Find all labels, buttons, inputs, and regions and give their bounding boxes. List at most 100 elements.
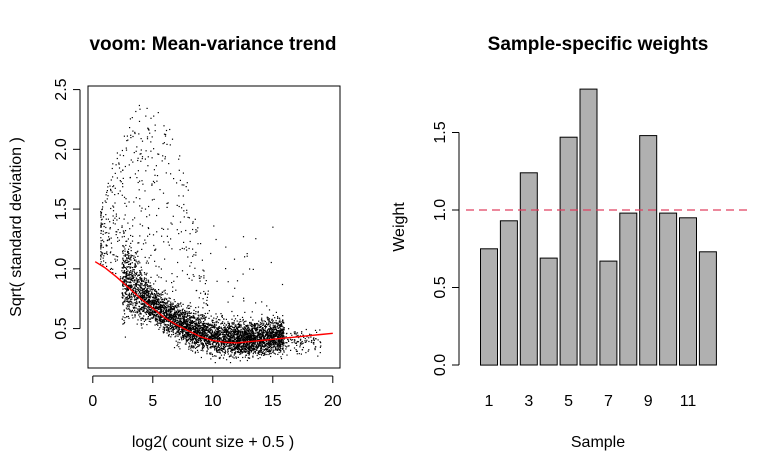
scatter-point <box>124 279 126 281</box>
scatter-point <box>156 291 158 293</box>
scatter-point <box>144 297 146 299</box>
scatter-point <box>159 321 161 323</box>
scatter-point <box>134 280 136 282</box>
scatter-point <box>254 351 256 353</box>
scatter-point <box>153 315 155 317</box>
scatter-point <box>213 317 215 319</box>
scatter-point <box>158 319 160 321</box>
scatter-point <box>226 331 228 333</box>
scatter-point <box>280 334 282 336</box>
scatter-point <box>131 311 133 313</box>
scatter-point <box>205 344 207 346</box>
scatter-point <box>233 333 235 335</box>
scatter-point <box>257 347 259 349</box>
scatter-point <box>192 315 194 317</box>
scatter-point <box>280 323 282 325</box>
scatter-point <box>152 288 154 291</box>
scatter-point <box>178 324 180 326</box>
scatter-point <box>187 318 189 320</box>
scatter-point <box>261 339 263 341</box>
scatter-point <box>155 290 157 292</box>
scatter-point <box>185 316 187 318</box>
scatter-point <box>167 316 169 318</box>
scatter-point <box>272 350 274 352</box>
scatter-point <box>153 294 155 296</box>
scatter-point <box>155 296 157 298</box>
scatter-point <box>143 304 145 306</box>
scatter-point <box>155 306 157 308</box>
scatter-point <box>100 237 102 239</box>
scatter-point <box>308 337 310 339</box>
scatter-point <box>170 311 172 313</box>
scatter-point <box>194 338 196 340</box>
scatter-point <box>221 328 223 330</box>
scatter-point <box>204 283 206 285</box>
scatter-point <box>131 292 133 294</box>
scatter-point <box>206 345 208 347</box>
scatter-point <box>195 317 197 319</box>
scatter-point <box>138 314 140 316</box>
scatter-point <box>266 322 268 324</box>
scatter-point <box>127 251 129 254</box>
scatter-point <box>166 293 168 295</box>
scatter-point <box>158 303 160 305</box>
scatter-point <box>280 340 282 342</box>
scatter-point <box>279 343 282 345</box>
scatter-point <box>277 322 279 324</box>
scatter-point <box>207 331 209 333</box>
scatter-point <box>276 326 278 328</box>
scatter-point <box>120 171 122 173</box>
scatter-point <box>272 332 274 334</box>
scatter-point <box>221 347 223 350</box>
scatter-point <box>213 337 215 339</box>
scatter-point <box>168 331 170 333</box>
scatter-point <box>219 334 221 336</box>
scatter-point <box>117 229 119 231</box>
scatter-point <box>235 340 237 342</box>
scatter-point <box>215 347 217 349</box>
scatter-point <box>147 296 150 298</box>
scatter-point <box>130 284 132 286</box>
scatter-point <box>196 341 199 343</box>
scatter-point <box>186 328 189 330</box>
scatter-point <box>145 284 147 286</box>
scatter-point <box>231 343 233 345</box>
scatter-point <box>141 297 143 299</box>
scatter-point <box>204 328 206 330</box>
scatter-point <box>123 285 125 287</box>
scatter-point <box>145 242 147 244</box>
scatter-point <box>122 266 125 268</box>
scatter-point <box>192 327 194 329</box>
scatter-point <box>173 307 175 309</box>
scatter-point <box>154 294 156 296</box>
scatter-point <box>207 330 209 332</box>
scatter-point <box>194 352 196 354</box>
scatter-point <box>121 318 123 320</box>
scatter-point <box>275 328 277 330</box>
scatter-point <box>168 306 170 308</box>
scatter-point <box>192 350 194 352</box>
scatter-point <box>228 327 230 329</box>
scatter-point <box>145 150 147 152</box>
scatter-point <box>263 342 265 344</box>
scatter-point <box>151 291 153 293</box>
scatter-point <box>201 343 204 345</box>
scatter-point <box>203 270 205 272</box>
scatter-point <box>263 340 265 342</box>
scatter-point <box>216 328 219 330</box>
scatter-point <box>250 346 252 348</box>
scatter-point <box>171 309 174 311</box>
scatter-point <box>142 317 144 319</box>
scatter-point <box>186 324 188 326</box>
scatter-point <box>260 350 263 352</box>
scatter-point <box>122 323 124 325</box>
scatter-point <box>150 254 152 256</box>
scatter-point <box>218 319 220 321</box>
scatter-point <box>251 344 253 346</box>
scatter-point <box>104 232 106 234</box>
scatter-point <box>282 332 284 335</box>
scatter-point <box>107 186 109 188</box>
scatter-point <box>202 343 204 345</box>
scatter-point <box>182 316 184 318</box>
scatter-point <box>194 325 196 327</box>
